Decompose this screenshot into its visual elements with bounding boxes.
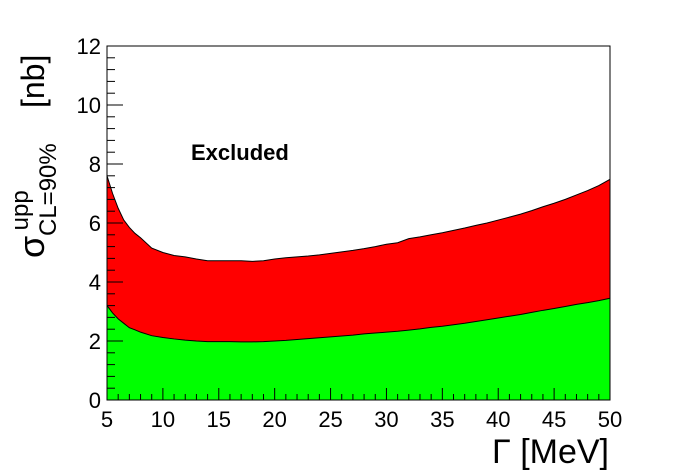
x-tick-label: 5 [101, 407, 113, 432]
y-axis: 0 2 4 6 8 10 12 [77, 34, 123, 413]
series-1-line [106, 297, 611, 343]
y-axis-title-symbol: σ [11, 236, 52, 258]
svg-text:σ upp CL=90%: σ upp CL=90% [nb] [7, 55, 62, 258]
x-tick-label: 30 [374, 407, 398, 432]
y-tick-label: 6 [89, 211, 101, 236]
y-axis-title: σ upp CL=90% [nb] [7, 55, 62, 258]
x-axis-title: Γ [MeV] [492, 433, 609, 471]
x-tick-label: 25 [318, 407, 342, 432]
y-tick-label: 4 [89, 270, 101, 295]
x-tick-label: 15 [207, 407, 231, 432]
x-tick-label: 50 [598, 407, 622, 432]
y-tick-label: 8 [89, 152, 101, 177]
x-tick-label: 40 [486, 407, 510, 432]
y-axis-title-superscript: upp [7, 190, 34, 230]
x-tick-label: 45 [542, 407, 566, 432]
x-tick-label: 35 [430, 407, 454, 432]
y-axis-title-subscript: CL=90% [35, 143, 62, 236]
x-tick-label: 10 [151, 407, 175, 432]
x-axis: 5 10 15 20 25 30 35 40 45 50 [101, 388, 622, 432]
annotation-excluded: Excluded [191, 140, 289, 165]
y-tick-label: 10 [77, 93, 101, 118]
x-tick-label: 20 [262, 407, 286, 432]
y-axis-title-unit: [nb] [15, 55, 51, 108]
y-tick-label: 0 [89, 388, 101, 413]
y-tick-label: 2 [89, 329, 101, 354]
series-1-area [107, 298, 610, 400]
chart-areas [106, 175, 611, 400]
y-tick-label: 12 [77, 34, 101, 59]
series-0-line [106, 175, 611, 262]
